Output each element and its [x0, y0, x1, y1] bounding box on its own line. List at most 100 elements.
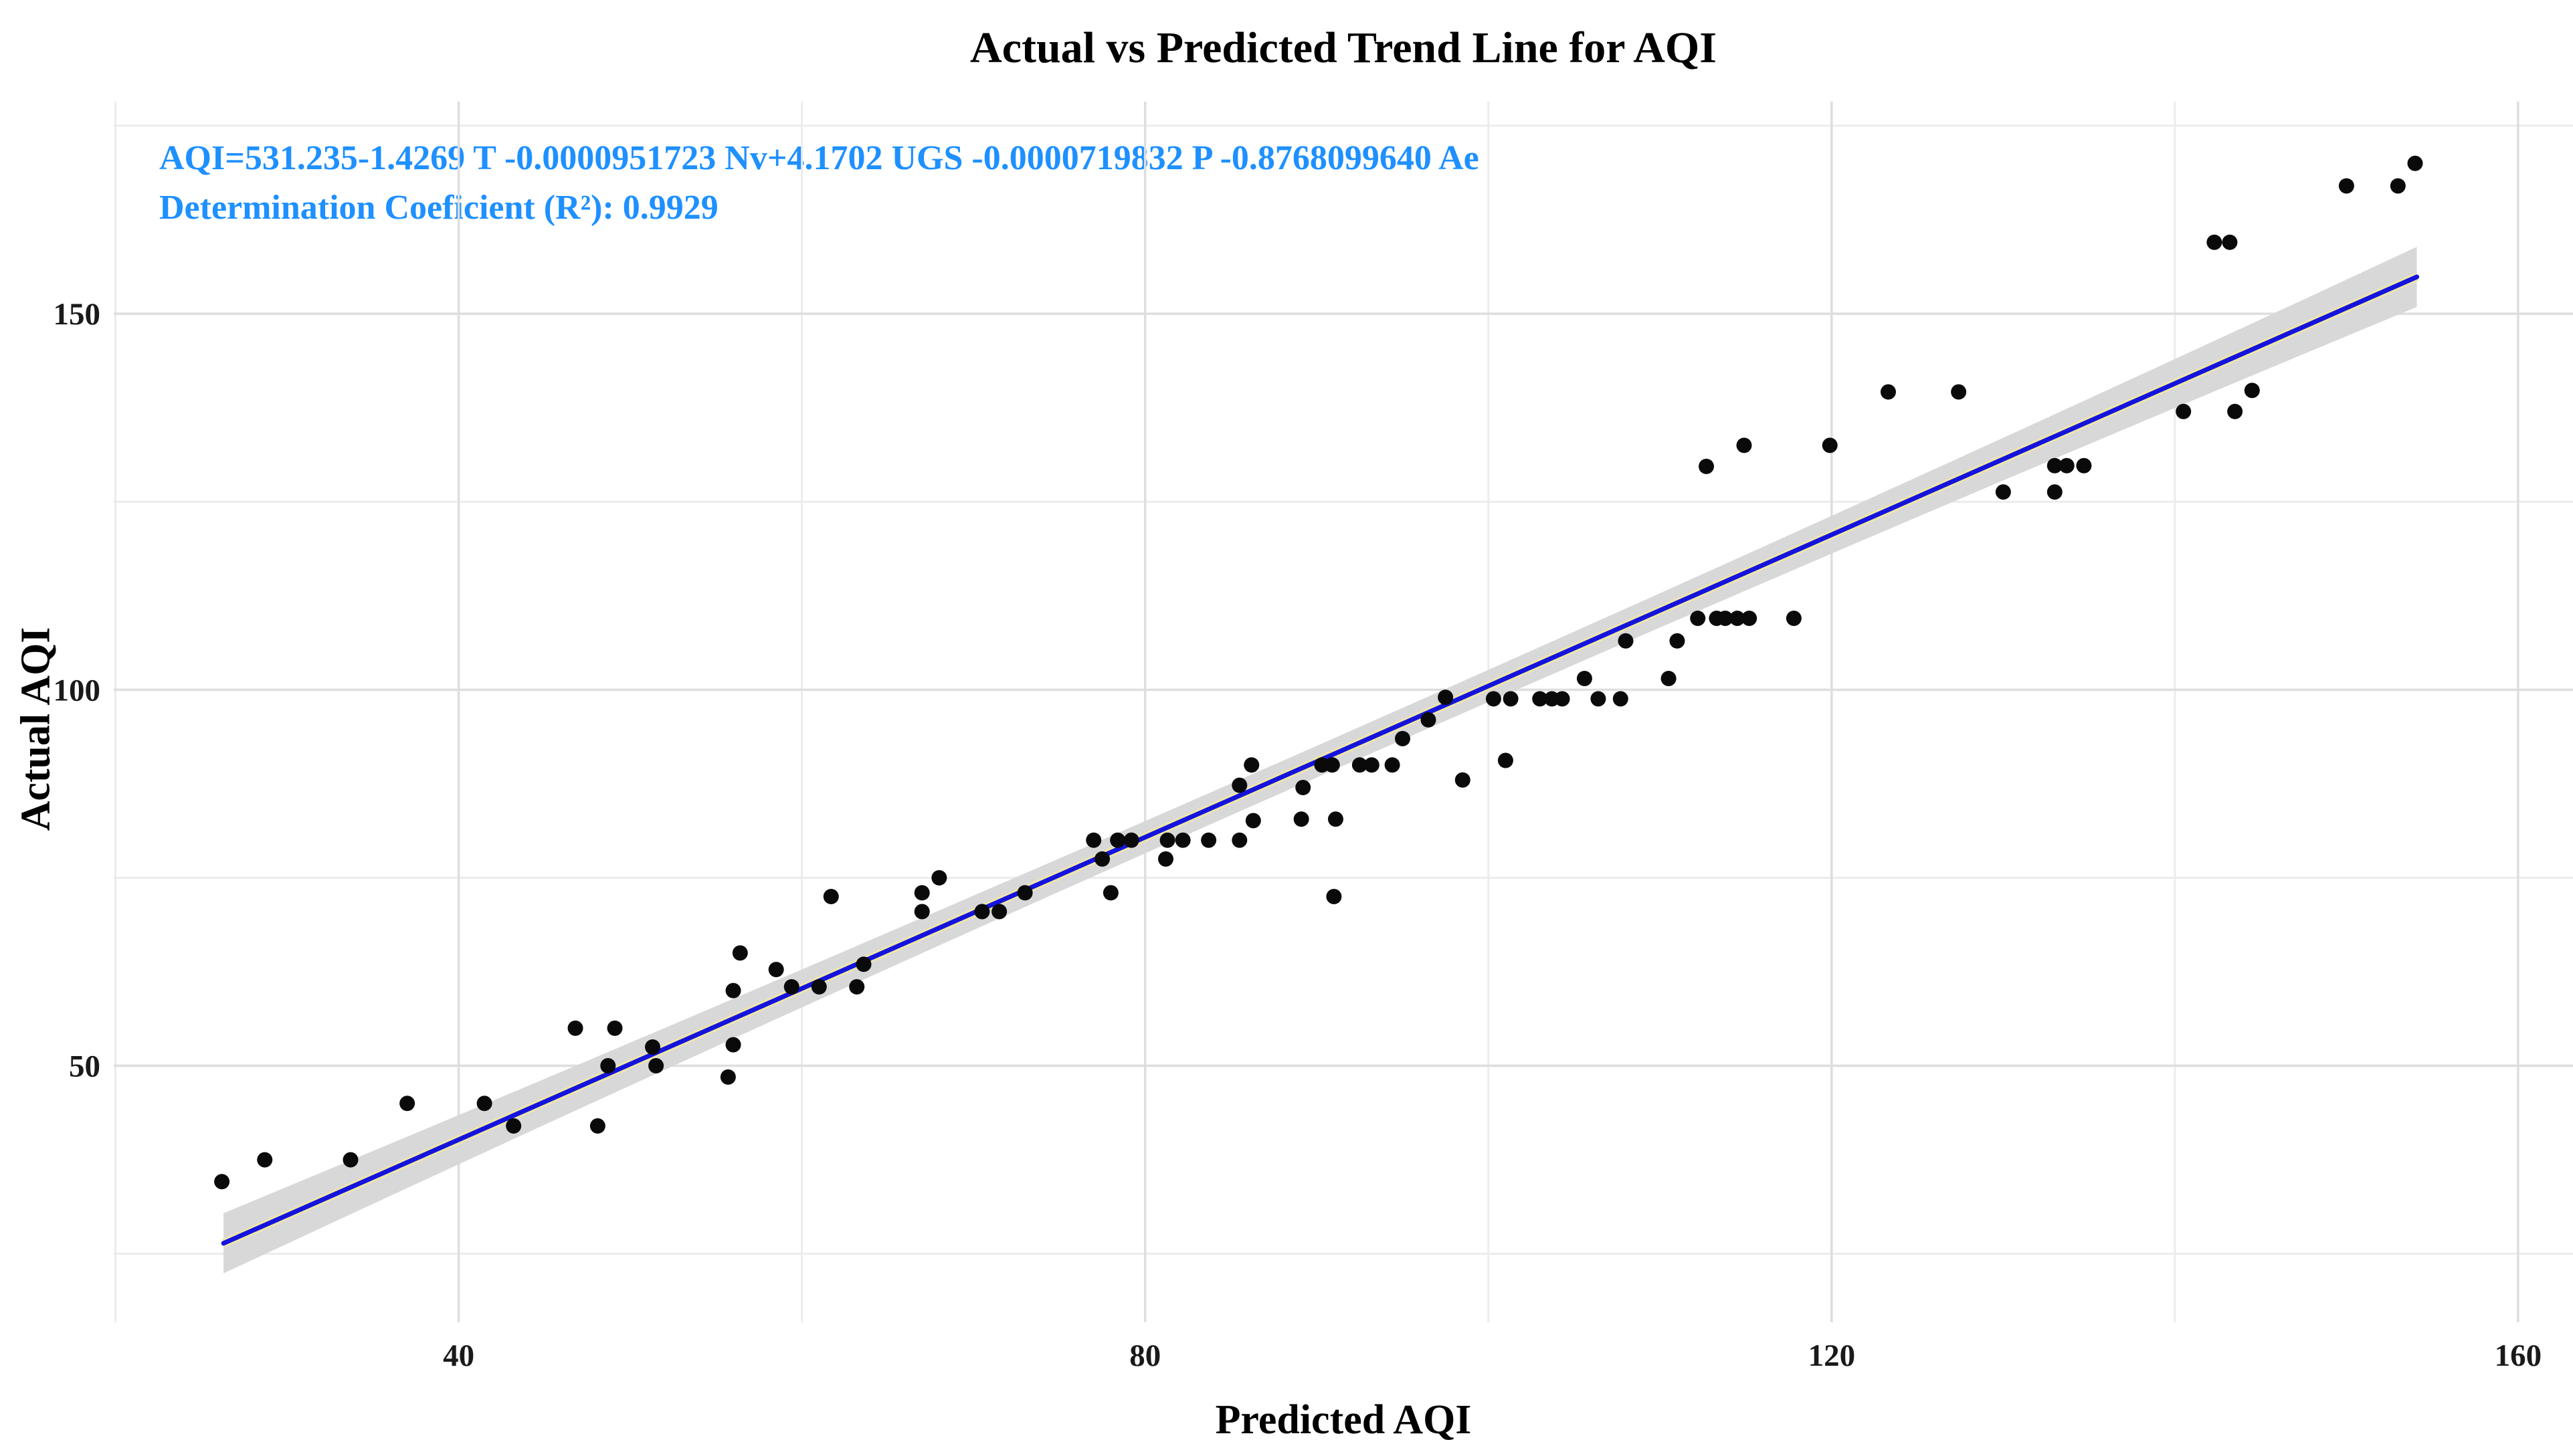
y-tick-label: 50 [69, 1049, 100, 1084]
data-point [725, 1037, 741, 1053]
data-point [1086, 832, 1102, 848]
data-point [1951, 384, 1967, 400]
data-point [2076, 457, 2092, 474]
data-point [1159, 832, 1175, 848]
data-point [2390, 178, 2406, 194]
data-point [2407, 155, 2423, 171]
x-axis-title: Predicted AQI [1215, 1397, 1472, 1443]
x-tick-label: 160 [2495, 1338, 2542, 1373]
x-tick-label: 80 [1129, 1338, 1161, 1373]
data-point [1532, 691, 1548, 707]
data-point [1175, 832, 1191, 848]
data-point [1729, 611, 1745, 627]
regression-annotation: AQI=531.235-1.4269 T -0.0000951723 Nv+4.… [159, 134, 1479, 233]
data-point [1438, 690, 1454, 706]
data-point [732, 945, 748, 961]
data-point [1244, 757, 1260, 773]
data-point [2338, 178, 2354, 194]
data-point [2227, 403, 2243, 419]
data-point [1822, 437, 1838, 453]
regression-equation: AQI=531.235-1.4269 T -0.0000951723 Nv+4.… [159, 139, 1479, 177]
data-point [974, 904, 990, 920]
data-point [1157, 851, 1173, 867]
data-point [1420, 712, 1436, 728]
data-point [343, 1152, 359, 1168]
data-point [1324, 757, 1340, 773]
data-point [1232, 832, 1248, 848]
data-points [214, 155, 2423, 1190]
data-point [1363, 757, 1379, 773]
x-tick-label: 120 [1808, 1338, 1856, 1373]
data-point [2222, 234, 2238, 250]
data-point [1554, 691, 1570, 707]
data-point [2046, 484, 2063, 500]
data-point [1660, 670, 1677, 686]
data-point [856, 956, 872, 972]
minor-gridlines [114, 102, 2573, 1322]
data-point [1123, 832, 1139, 848]
data-point [1497, 752, 1513, 768]
data-point [1293, 811, 1309, 827]
data-point [849, 978, 865, 995]
data-point [2244, 383, 2260, 399]
data-point [644, 1039, 660, 1055]
data-point [914, 885, 930, 901]
data-point [1326, 889, 1342, 905]
data-point [1618, 633, 1634, 649]
data-point [600, 1058, 616, 1074]
data-point [1384, 757, 1400, 773]
data-point [1699, 458, 1715, 474]
data-point [1786, 611, 1802, 627]
y-tick-labels: 50 100 150 [54, 297, 101, 1083]
major-gridlines [114, 102, 2573, 1322]
data-point [811, 978, 827, 995]
data-point [1103, 885, 1119, 901]
data-point [1454, 772, 1470, 788]
data-point [1094, 851, 1111, 867]
data-point [1736, 437, 1752, 453]
y-tick-label: 150 [54, 297, 101, 332]
data-point [725, 982, 741, 999]
data-point [1612, 691, 1628, 707]
data-point [914, 904, 930, 920]
data-point [567, 1020, 583, 1036]
data-point [991, 904, 1008, 920]
data-point [1201, 832, 1217, 848]
y-tick-label: 100 [54, 673, 101, 708]
r-squared-label: Determination Coeficient (R²): 0.9929 [159, 188, 719, 227]
data-point [2059, 457, 2075, 474]
data-point [607, 1020, 623, 1036]
data-point [399, 1096, 415, 1112]
data-point [1327, 811, 1343, 827]
chart-title: Actual vs Predicted Trend Line for AQI [970, 23, 1717, 72]
data-point [214, 1174, 230, 1190]
data-point [1576, 670, 1592, 686]
data-point [823, 889, 839, 905]
data-point [1295, 780, 1311, 796]
data-point [1395, 730, 1411, 746]
data-point [1017, 885, 1033, 901]
data-point [720, 1069, 736, 1085]
data-point [648, 1058, 664, 1074]
data-point [768, 962, 784, 978]
x-tick-label: 40 [443, 1338, 474, 1373]
data-point [1741, 611, 1757, 627]
data-point [2206, 234, 2222, 250]
data-point [589, 1118, 605, 1134]
data-point [1351, 757, 1367, 773]
data-point [1245, 813, 1261, 829]
data-point [476, 1096, 492, 1112]
data-point [1717, 611, 1733, 627]
y-axis-title: Actual AQI [13, 627, 59, 831]
data-point [1232, 777, 1248, 793]
data-point [1880, 384, 1896, 400]
data-point [506, 1118, 522, 1134]
data-point [257, 1152, 273, 1168]
data-point [1110, 832, 1126, 848]
data-point [783, 978, 799, 995]
data-point [2046, 457, 2063, 474]
data-point [1995, 484, 2011, 500]
data-point [1503, 691, 1519, 707]
